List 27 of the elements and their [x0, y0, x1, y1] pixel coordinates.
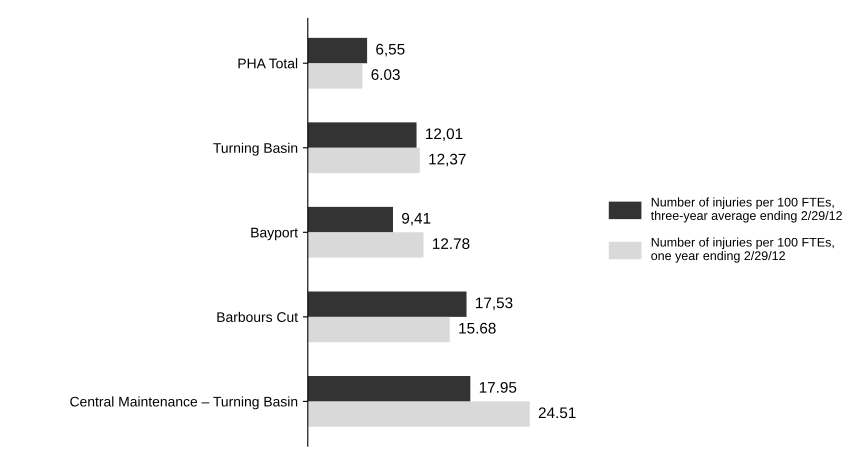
bar [308, 148, 420, 174]
bar [308, 63, 362, 89]
data-label: 24.51 [538, 407, 576, 418]
data-label: 15.68 [459, 322, 496, 334]
y-tick-label: Barbours Cut [217, 312, 298, 322]
y-tick-label: Central Maintenance – Turning Basin [70, 396, 298, 410]
data-label: 12,37 [429, 154, 466, 166]
bar [308, 376, 470, 402]
y-tick-label: PHA Total [238, 58, 298, 68]
bar [308, 316, 450, 342]
data-label: 9,41 [402, 212, 430, 226]
bar [308, 291, 467, 317]
bar [308, 232, 424, 258]
y-tick-label: Bayport [251, 228, 298, 240]
bar [308, 206, 393, 232]
legend-label: Number of injuries per 100 FTEs, three-year average ending 2/29/12 [650, 197, 842, 222]
data-label: 12,01 [426, 128, 462, 141]
bar [308, 122, 417, 148]
bar [308, 401, 530, 427]
legend-label: Number of injuries per 100 FTEs, one year ending 2/29/12 [651, 238, 834, 263]
data-label: 6,55 [376, 44, 405, 56]
data-label: 17.95 [480, 382, 516, 393]
bar [308, 38, 368, 64]
data-label: 12.78 [433, 238, 470, 250]
data-label: 17,53 [476, 297, 512, 310]
y-tick-label: Turning Basin [213, 142, 298, 156]
data-label: 6.03 [372, 69, 400, 80]
